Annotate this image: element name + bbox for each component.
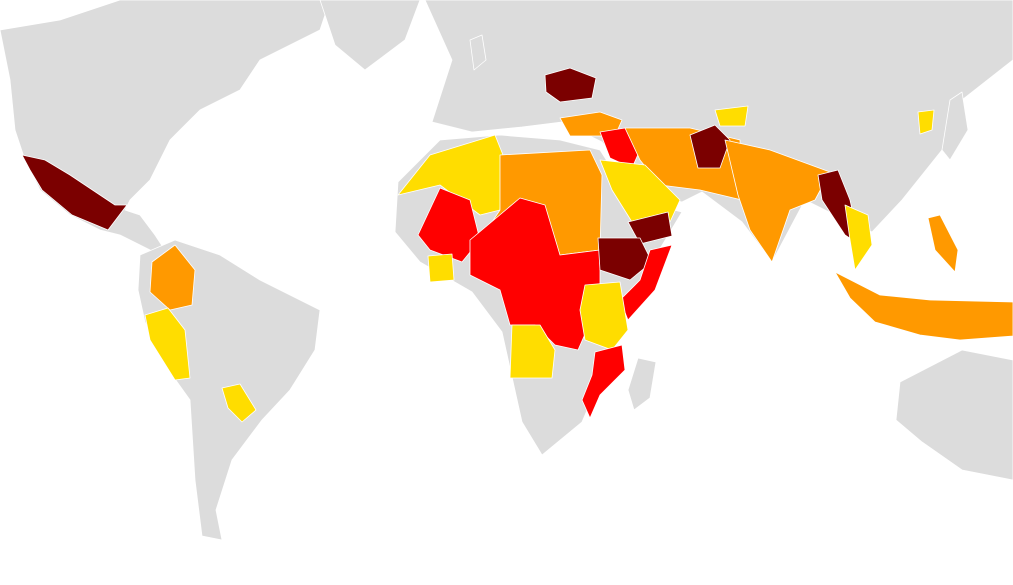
uk bbox=[469, 34, 487, 71]
somalia bbox=[619, 244, 673, 321]
greenland bbox=[319, 0, 421, 71]
japan bbox=[941, 91, 969, 161]
madagascar bbox=[627, 357, 657, 411]
mozambique bbox=[581, 344, 626, 419]
indonesia bbox=[834, 271, 1013, 341]
ethiopia bbox=[597, 237, 653, 281]
peru bbox=[144, 307, 191, 381]
australia bbox=[895, 349, 1013, 481]
mexico bbox=[21, 154, 128, 231]
thailand bbox=[844, 204, 873, 271]
central-africa bbox=[469, 197, 601, 351]
philippines bbox=[927, 214, 959, 273]
highlighted-countries bbox=[21, 67, 1013, 423]
central-asia bbox=[714, 105, 749, 127]
india bbox=[724, 139, 831, 263]
ghana-coast bbox=[427, 253, 455, 283]
afghanistan bbox=[689, 124, 731, 169]
ukraine bbox=[544, 67, 597, 103]
colombia bbox=[149, 244, 196, 311]
paraguay bbox=[221, 383, 257, 423]
north-korea bbox=[917, 109, 935, 135]
yemen bbox=[627, 211, 673, 245]
turkey bbox=[559, 111, 623, 137]
angola bbox=[509, 324, 556, 379]
